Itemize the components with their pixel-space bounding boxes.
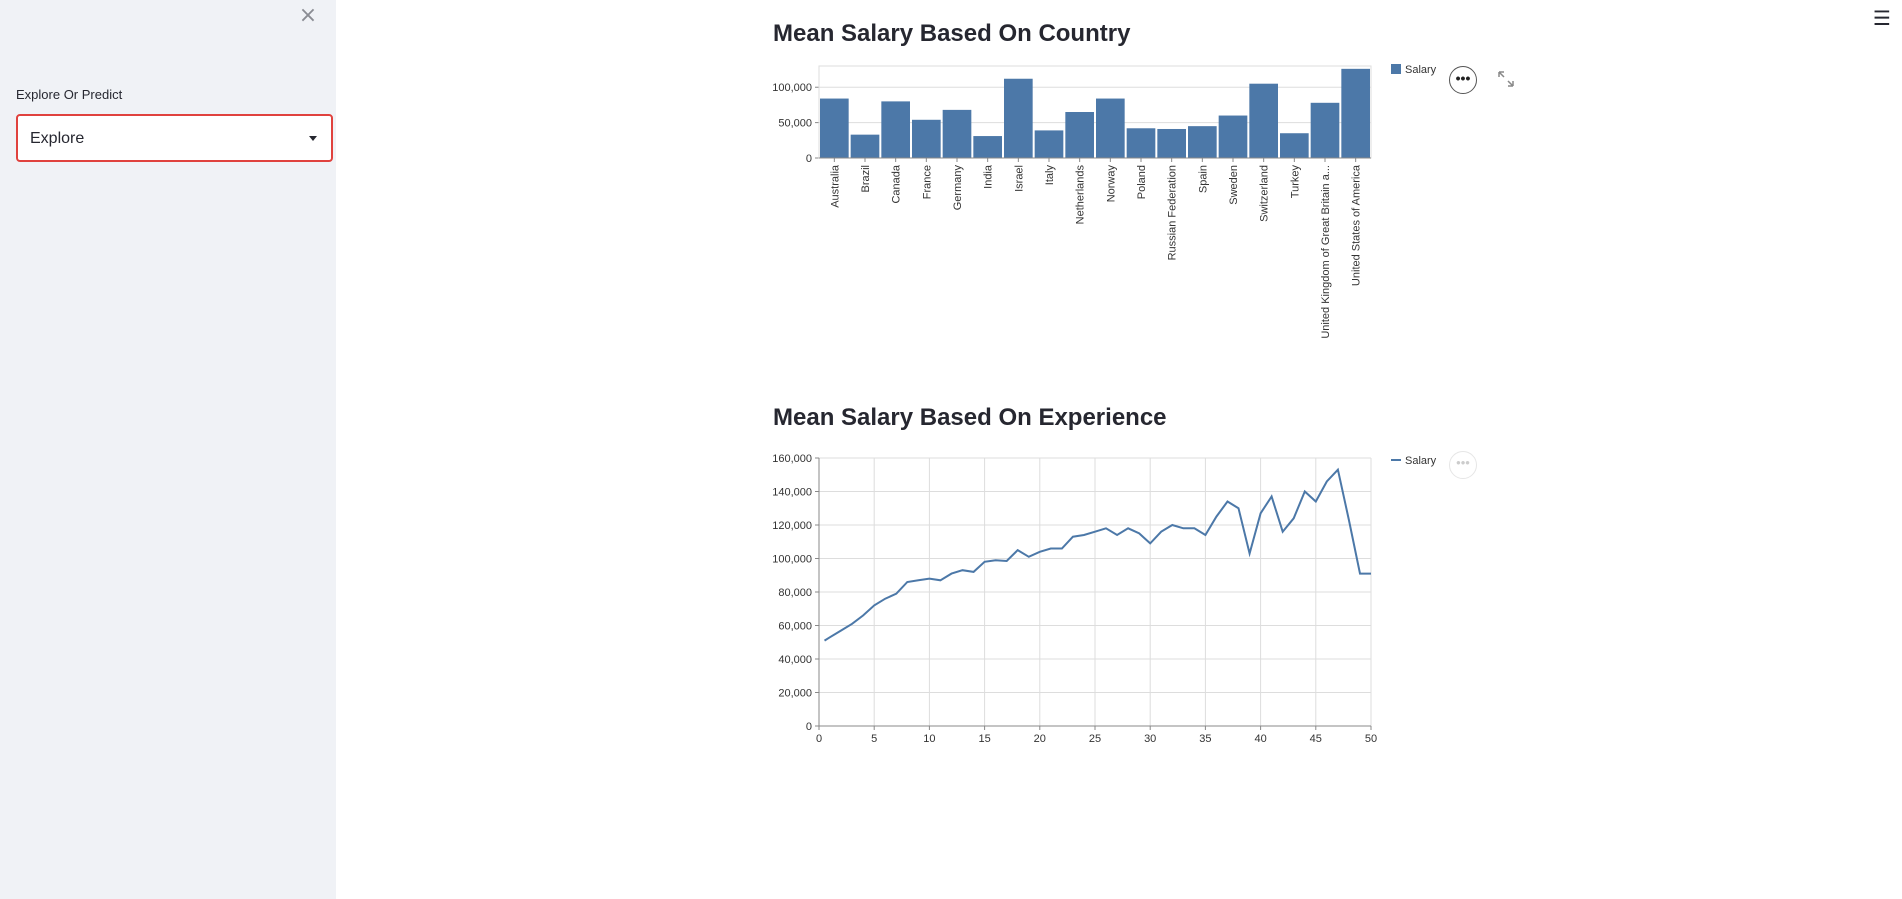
legend-label: Salary: [1405, 64, 1437, 76]
y-tick-label: 0: [806, 153, 812, 165]
bar: [1157, 128, 1186, 158]
x-tick-label: Israel: [1013, 165, 1025, 192]
x-tick-label: 5: [871, 733, 877, 745]
bar: [1126, 128, 1156, 158]
bar: [973, 136, 1002, 158]
x-tick-label: 0: [816, 733, 822, 745]
bar: [1310, 102, 1340, 158]
y-tick-label: 50,000: [778, 118, 812, 130]
bar: [1096, 98, 1125, 158]
bar: [1218, 115, 1248, 158]
bar: [850, 134, 880, 158]
x-tick-label: 20: [1034, 733, 1046, 745]
bar: [912, 119, 941, 158]
x-tick-label: 15: [978, 733, 990, 745]
fullscreen-expand-icon[interactable]: [1497, 70, 1515, 88]
bar: [1280, 133, 1309, 158]
x-tick-label: 50: [1365, 733, 1377, 745]
x-tick-label: 30: [1144, 733, 1156, 745]
bar: [1341, 68, 1370, 158]
x-tick-label: Sweden: [1228, 165, 1240, 205]
close-sidebar-icon[interactable]: ×: [298, 3, 318, 28]
x-tick-label: United Kingdom of Great Britain a...: [1320, 165, 1332, 339]
y-tick-label: 100,000: [772, 554, 812, 566]
x-tick-label: United States of America: [1351, 164, 1363, 286]
x-tick-label: 45: [1310, 733, 1322, 745]
y-tick-label: 0: [806, 721, 812, 733]
legend-label: Salary: [1405, 455, 1437, 467]
y-tick-label: 80,000: [778, 587, 812, 599]
x-tick-label: Switzerland: [1259, 165, 1271, 222]
y-tick-label: 100,000: [772, 82, 812, 94]
y-tick-label: 120,000: [772, 520, 812, 532]
bar: [1034, 130, 1064, 158]
bar: [1065, 112, 1094, 158]
x-tick-label: Norway: [1105, 165, 1117, 203]
x-tick-label: Netherlands: [1075, 165, 1087, 225]
x-tick-label: 10: [923, 733, 935, 745]
bar: [1004, 78, 1033, 158]
country-bar-chart: 0 50,000 100,000 Australia Brazil Canada Franc…: [772, 65, 1372, 339]
x-tick-label: Canada: [891, 164, 903, 203]
legend-swatch: [1391, 64, 1401, 74]
x-tick-label: 35: [1199, 733, 1211, 745]
y-tick-label: 160,000: [772, 453, 812, 465]
y-tick-label: 40,000: [778, 654, 812, 666]
x-tick-label: India: [983, 164, 995, 189]
x-tick-label: Brazil: [860, 165, 872, 193]
y-tick-label: 60,000: [778, 621, 812, 633]
x-tick-label: Italy: [1044, 165, 1056, 186]
experience-line-chart: 0 5 10 15 20 25 30 35 40 45 50 0 20,000 40,000 60,000 8…: [772, 453, 1377, 745]
x-tick-label: Russian Federation: [1167, 165, 1179, 260]
caret-down-icon: [309, 136, 317, 141]
salary-series-line: [823, 467, 1371, 642]
y-tick-label: 20,000: [778, 688, 812, 700]
x-tick-label: France: [921, 165, 933, 199]
chart-menu-button[interactable]: •••: [1449, 66, 1477, 94]
x-tick-label: Australia: [829, 164, 841, 208]
chart-menu-button[interactable]: •••: [1449, 451, 1477, 479]
experience-chart-legend: Salary: [1391, 455, 1436, 467]
bar: [1188, 126, 1217, 158]
x-tick-label: Germany: [952, 165, 964, 211]
explore-predict-select[interactable]: Explore: [16, 114, 333, 162]
x-tick-label: 25: [1089, 733, 1101, 745]
legend-swatch: [1391, 459, 1401, 461]
x-tick-label: Spain: [1197, 165, 1209, 193]
x-tick-label: Poland: [1136, 165, 1148, 199]
bar: [942, 109, 972, 158]
experience-chart-title: Mean Salary Based On Experience: [773, 404, 1167, 431]
x-tick-label: 40: [1254, 733, 1266, 745]
bar: [1249, 83, 1278, 158]
hamburger-menu-icon[interactable]: ☰: [1873, 6, 1891, 30]
bar: [881, 101, 910, 158]
bar: [820, 98, 849, 158]
x-tick-label: Turkey: [1289, 165, 1301, 199]
y-tick-label: 140,000: [772, 487, 812, 499]
select-value: Explore: [30, 130, 85, 147]
country-chart-title: Mean Salary Based On Country: [773, 20, 1131, 47]
country-chart-legend: Salary: [1391, 64, 1436, 76]
sidebar: × Explore Or Predict Explore: [0, 0, 336, 899]
select-label: Explore Or Predict: [16, 87, 123, 102]
